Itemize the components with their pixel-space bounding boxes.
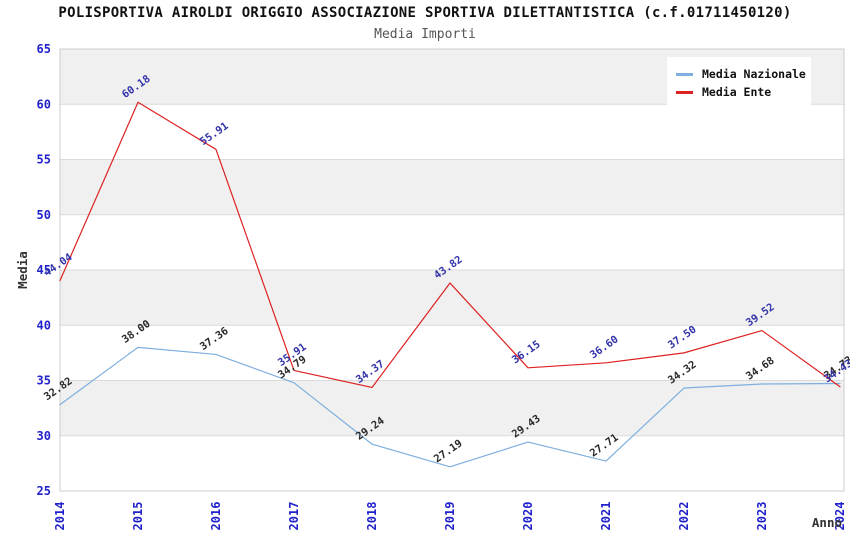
y-tick-label: 45: [37, 263, 51, 277]
y-tick-label: 30: [37, 429, 51, 443]
data-point-label: 34.68: [744, 355, 777, 383]
legend: Media Nazionale Media Ente: [667, 57, 811, 109]
plot-band: [60, 380, 844, 436]
x-tick-label: 2017: [287, 502, 301, 531]
plot-band: [60, 159, 844, 215]
data-point-label: 55.91: [198, 120, 231, 148]
y-tick-label: 40: [37, 318, 51, 332]
legend-swatch-media-nazionale-icon: [676, 72, 693, 76]
x-tick-label: 2021: [599, 502, 613, 531]
x-tick-label: 2020: [521, 502, 535, 531]
y-tick-label: 50: [37, 208, 51, 222]
x-tick-label: 2014: [53, 502, 67, 531]
chart-subtitle: Media Importi: [374, 27, 476, 42]
x-tick-label: 2019: [443, 502, 457, 531]
y-tick-label: 35: [37, 374, 51, 388]
x-tick-label: 2024: [833, 502, 847, 531]
chart-title: POLISPORTIVA AIROLDI ORIGGIO ASSOCIAZION…: [58, 5, 792, 21]
series-line-media-ente: [59, 101, 841, 389]
x-tick-label: 2015: [131, 502, 145, 531]
legend-swatch-media-ente-icon: [676, 90, 693, 94]
y-tick-label: 55: [37, 153, 51, 167]
series-line-media-nazionale: [59, 346, 841, 468]
y-tick-label: 65: [37, 42, 51, 56]
x-axis-title: Anno: [812, 515, 842, 530]
plot-band: [60, 270, 844, 326]
y-tick-label: 60: [37, 97, 51, 111]
x-tick-label: 2016: [209, 502, 223, 531]
legend-label-media-ente: Media Ente: [702, 85, 772, 99]
x-tick-label: 2023: [755, 502, 769, 531]
data-point-label: 36.60: [588, 333, 621, 361]
plot-border: [59, 48, 845, 492]
legend-item-media-nazionale: Media Nazionale: [676, 66, 811, 82]
data-point-label: 37.50: [666, 323, 699, 351]
data-point-label: 27.19: [432, 437, 465, 465]
x-tick-label: 2022: [677, 502, 691, 531]
data-point-label: 36.15: [510, 338, 543, 366]
x-tick-label: 2018: [365, 502, 379, 531]
y-tick-label: 25: [37, 484, 51, 498]
legend-item-media-ente: Media Ente: [676, 84, 811, 100]
legend-label-media-nazionale: Media Nazionale: [702, 67, 806, 81]
y-axis-title: Media: [15, 251, 30, 289]
data-point-label: 37.36: [198, 325, 231, 353]
